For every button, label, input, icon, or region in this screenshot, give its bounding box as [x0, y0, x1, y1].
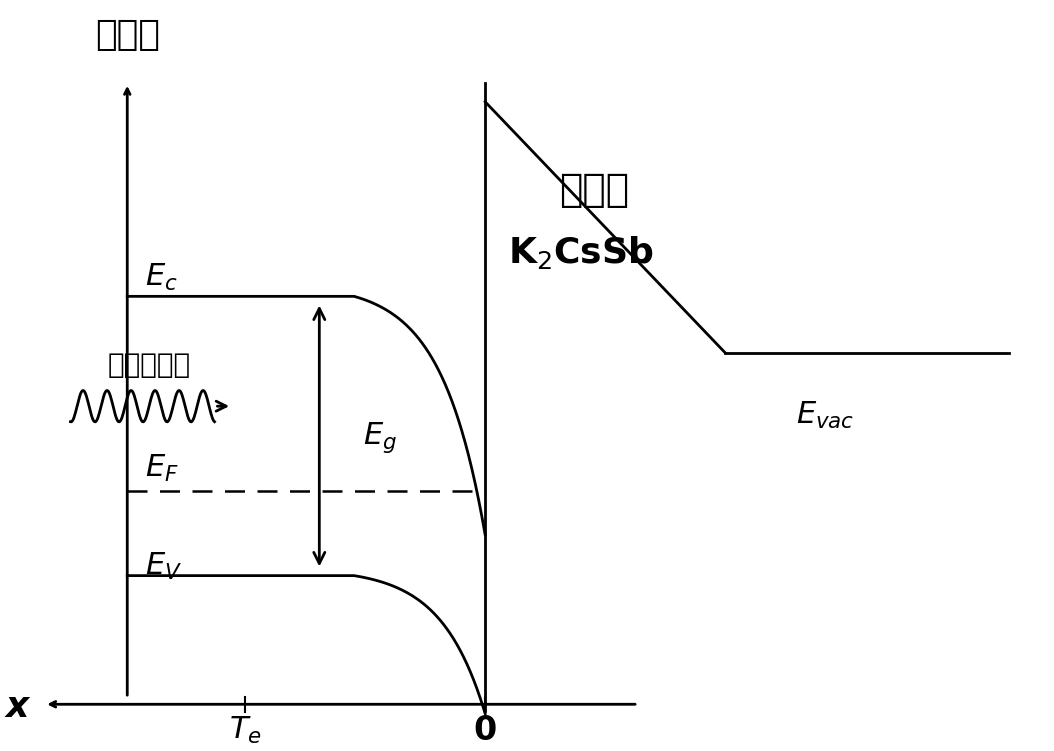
- Text: 透射入射光: 透射入射光: [108, 351, 191, 379]
- Text: $T_e$: $T_e$: [229, 715, 261, 746]
- Text: 发射层: 发射层: [560, 170, 629, 209]
- Text: $E_F$: $E_F$: [144, 454, 178, 484]
- Text: $\boldsymbol{x}$: $\boldsymbol{x}$: [4, 690, 32, 725]
- Text: K$_2$CsSb: K$_2$CsSb: [508, 234, 655, 271]
- Text: 后界面: 后界面: [95, 17, 160, 52]
- Text: $E_c$: $E_c$: [144, 262, 177, 293]
- Text: $E_g$: $E_g$: [363, 420, 397, 455]
- Text: $E_{vac}$: $E_{vac}$: [797, 400, 855, 431]
- Text: $E_V$: $E_V$: [144, 550, 182, 582]
- Text: $\mathbf{0}$: $\mathbf{0}$: [473, 714, 497, 747]
